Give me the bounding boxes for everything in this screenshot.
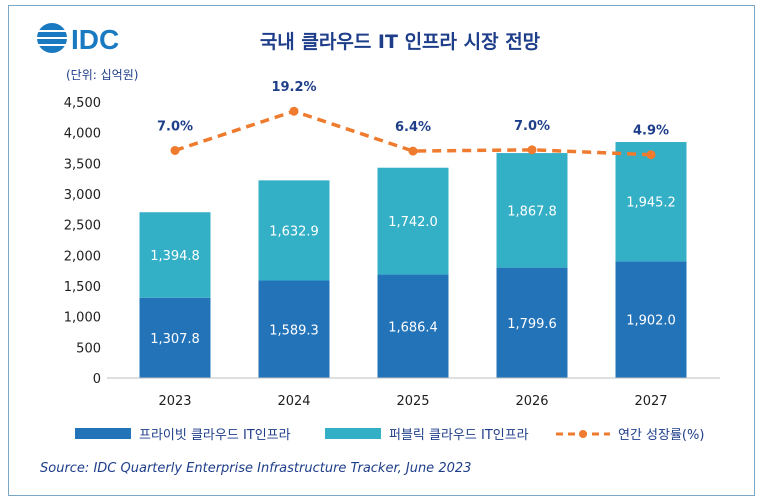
- bar-public: [139, 212, 211, 298]
- y-tick-label: 1,500: [64, 280, 101, 295]
- bar-label-public: 1,742.0: [388, 215, 438, 230]
- bar-label-public: 1,632.9: [269, 224, 319, 239]
- x-axis: 2023 2024 2025 2026 2027: [107, 377, 720, 409]
- bar-public: [496, 153, 568, 268]
- growth-line: 7.0% 19.2% 6.4% 7.0% 4.9%: [157, 80, 669, 160]
- bar-public: [377, 167, 449, 275]
- growth-point: [646, 150, 656, 160]
- x-tick-label: 2026: [515, 394, 548, 409]
- growth-label: 19.2%: [271, 80, 316, 95]
- y-tick-label: 0: [93, 372, 101, 387]
- y-tick-label: 2,000: [64, 249, 101, 264]
- legend-swatch-private: [75, 428, 131, 439]
- bar-label-public: 1,394.8: [150, 249, 200, 264]
- legend: 프라이빗 클라우드 IT인프라 퍼블릭 클라우드 IT인프라 연간 성장률(%): [75, 428, 704, 443]
- bar-private: [496, 267, 568, 378]
- bar-label-private: 1,307.8: [150, 332, 200, 347]
- y-tick-label: 3,500: [64, 157, 101, 172]
- bar-label-public: 1,867.8: [507, 204, 557, 219]
- x-tick-label: 2025: [396, 394, 429, 409]
- y-axis: 0 500 1,000 1,500 2,000 2,500 3,000 3,500 4,000 4…: [64, 96, 101, 387]
- bar-label-private: 1,799.6: [507, 317, 557, 332]
- logo-text: IDC: [71, 24, 119, 55]
- bar-private: [377, 274, 449, 378]
- y-tick-label: 2,500: [64, 219, 101, 234]
- growth-series-line: [174, 109, 652, 157]
- legend-label-growth: 연간 성장률(%): [618, 428, 704, 443]
- growth-point: [170, 145, 180, 155]
- source-note: Source: IDC Quarterly Enterprise Infrast…: [40, 461, 471, 476]
- growth-label: 7.0%: [514, 119, 550, 134]
- legend-label-public: 퍼블릭 클라우드 IT인프라: [389, 428, 529, 443]
- growth-point: [527, 145, 537, 155]
- growth-point: [289, 106, 299, 116]
- legend-label-private: 프라이빗 클라우드 IT인프라: [139, 428, 291, 443]
- bar-public: [615, 142, 687, 262]
- bar-private: [615, 261, 687, 378]
- x-tick-label: 2027: [634, 394, 667, 409]
- bar-label-private: 1,686.4: [388, 320, 438, 335]
- bar-private: [258, 280, 330, 378]
- idc-logo: IDC: [37, 23, 119, 55]
- bar-label-private: 1,902.0: [626, 314, 676, 329]
- bar-label-public: 1,945.2: [626, 196, 676, 211]
- bar-label-private: 1,589.3: [269, 323, 319, 338]
- growth-label: 6.4%: [395, 120, 431, 135]
- bar-public: [258, 180, 330, 281]
- x-tick-label: 2024: [277, 394, 310, 409]
- y-tick-label: 500: [76, 341, 101, 356]
- y-tick-label: 1,000: [64, 311, 101, 326]
- bars: 1,307.8 1,394.8 1,589.3 1,632.9 1,686.4 1,742…: [139, 142, 687, 378]
- growth-label: 7.0%: [157, 119, 193, 134]
- unit-label: (단위: 십억원): [66, 68, 138, 82]
- growth-label: 4.9%: [633, 124, 669, 139]
- x-tick-label: 2023: [158, 394, 191, 409]
- y-tick-label: 3,000: [64, 188, 101, 203]
- growth-point: [408, 146, 418, 156]
- y-tick-label: 4,000: [64, 127, 101, 142]
- bar-private: [139, 297, 211, 378]
- y-tick-label: 4,500: [64, 96, 101, 111]
- legend-swatch-public: [325, 428, 381, 439]
- chart-title: 국내 클라우드 IT 인프라 시장 전망: [260, 31, 541, 53]
- legend-marker-growth: [579, 430, 587, 438]
